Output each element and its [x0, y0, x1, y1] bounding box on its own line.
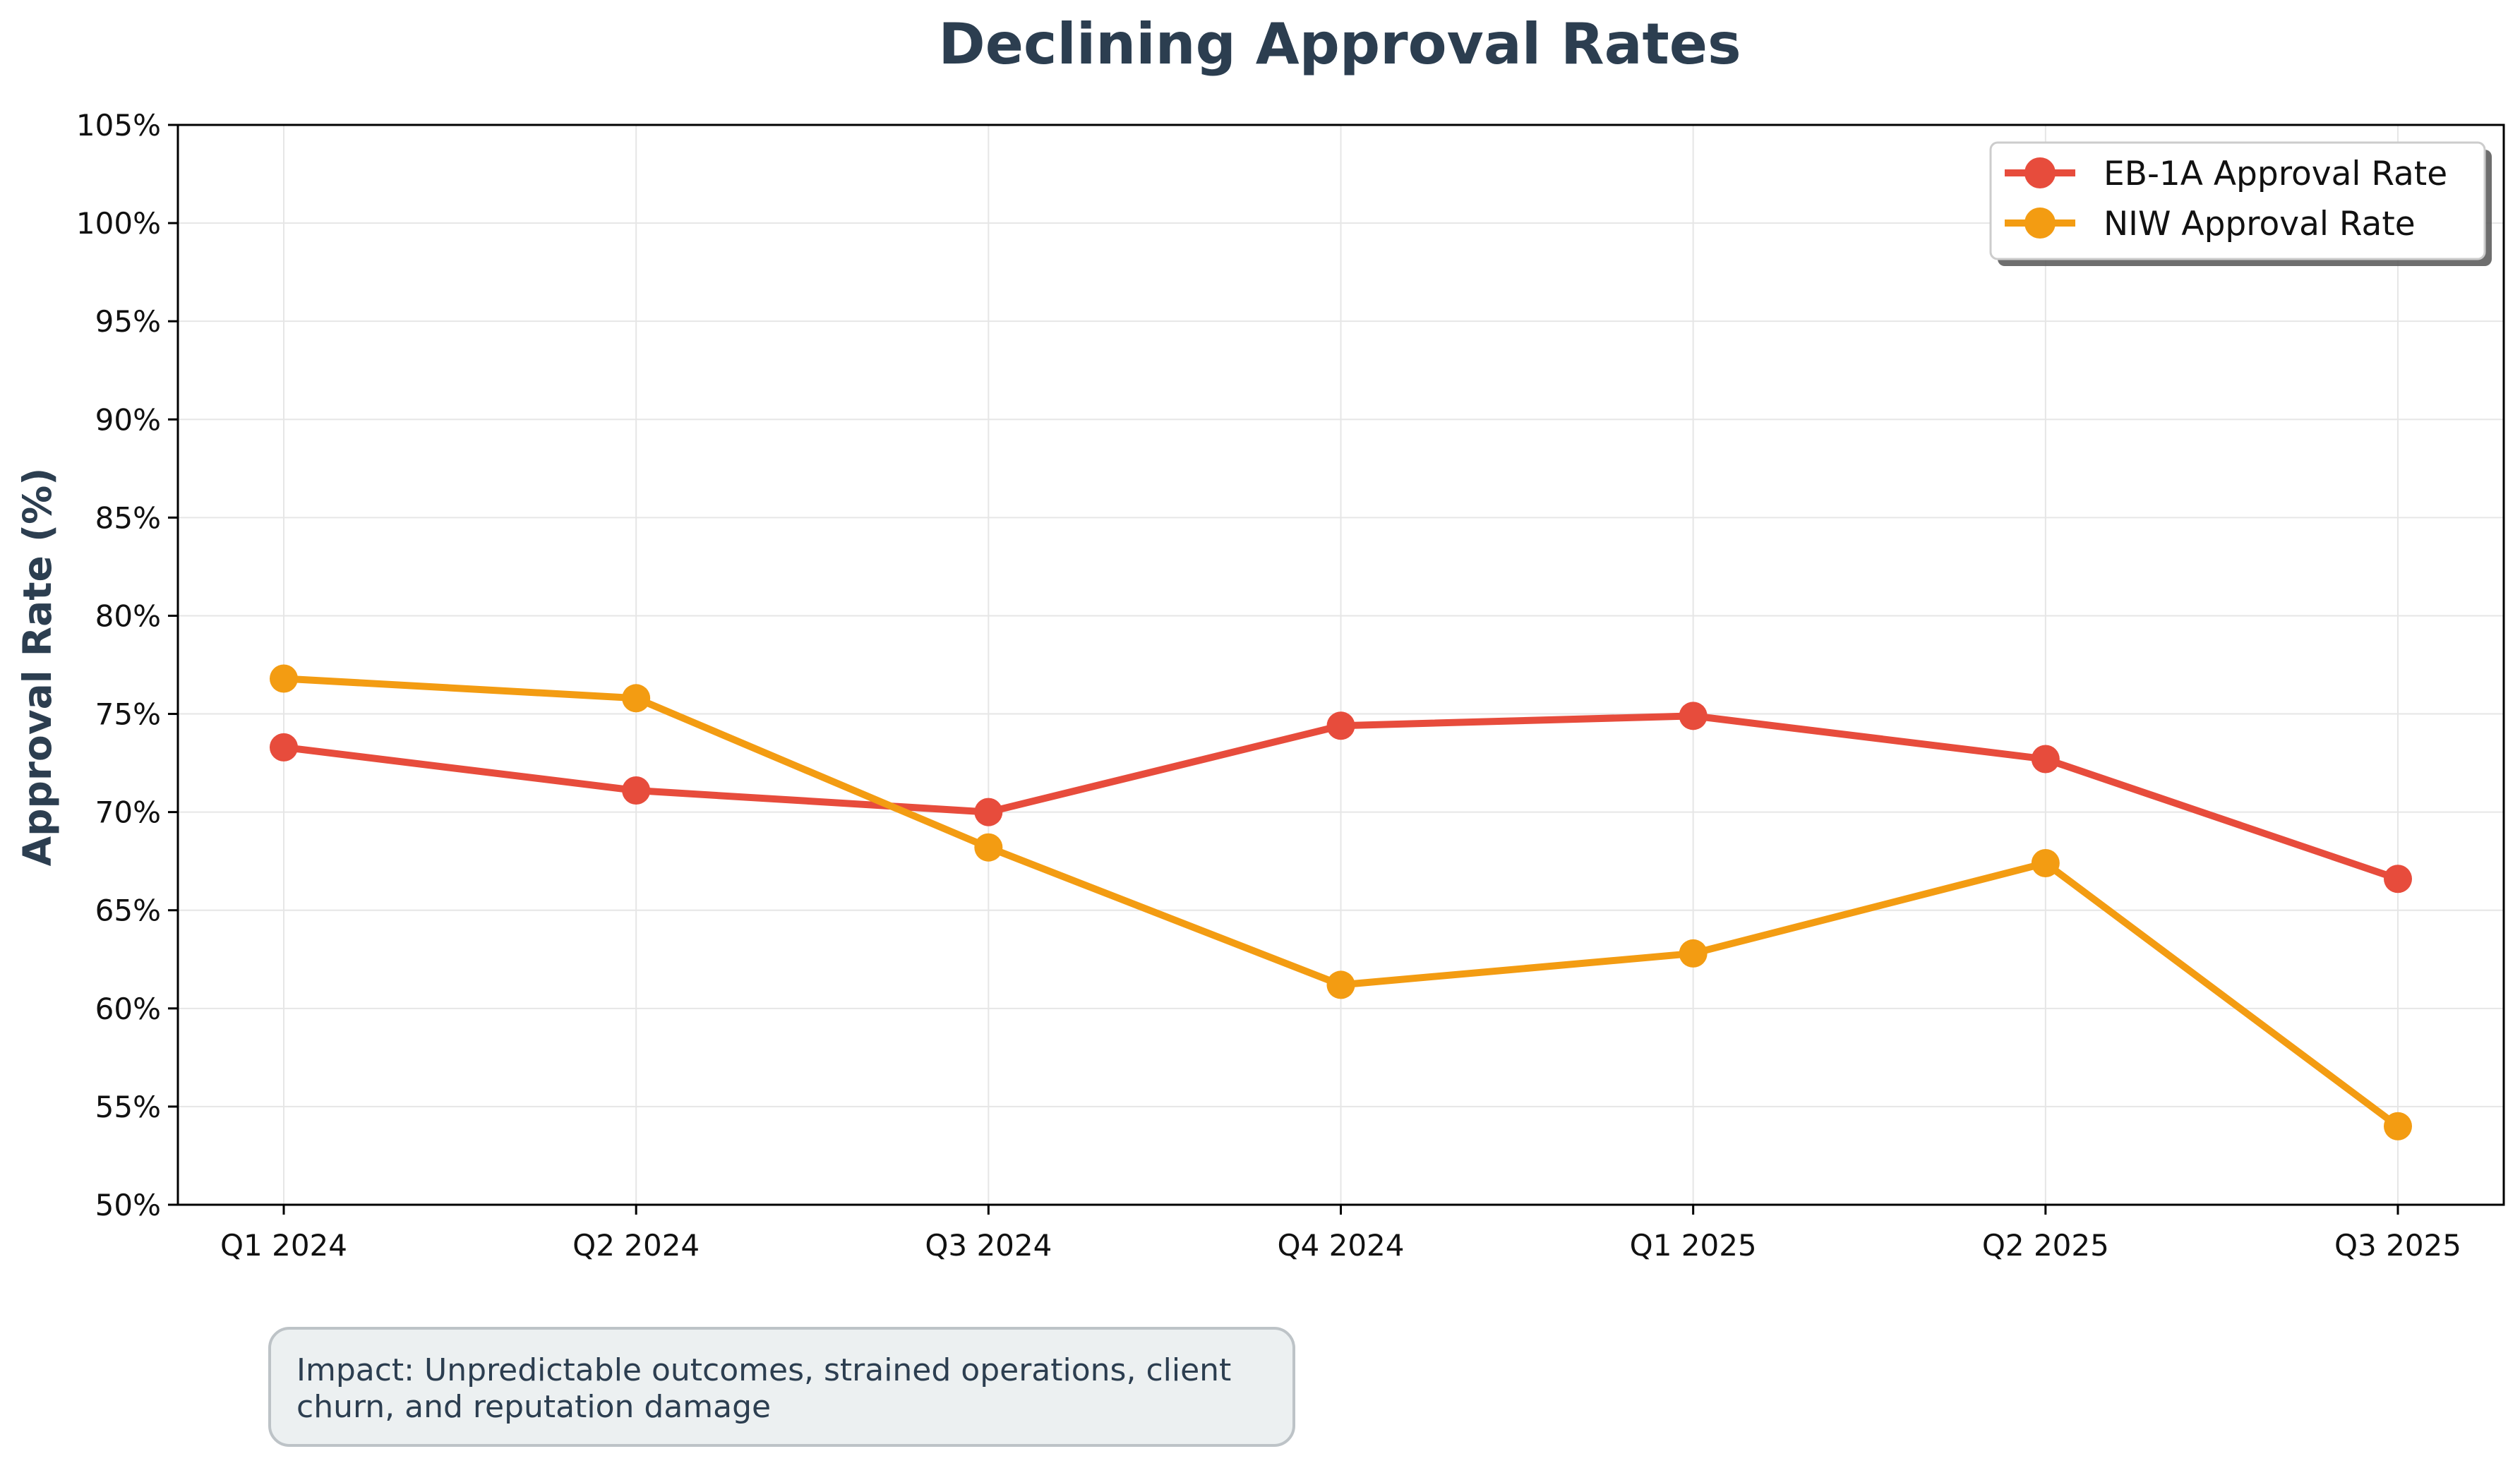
chart-title: Declining Approval Rates	[938, 11, 1741, 77]
y-tick-label: 95%	[95, 304, 161, 339]
x-tick-label: Q1 2025	[1630, 1228, 1757, 1263]
data-point-0-0	[270, 733, 298, 762]
impact-annotation: Impact: Unpredictable outcomes, strained…	[268, 1327, 1295, 1447]
data-point-1-5	[2031, 848, 2060, 877]
y-tick-label: 80%	[95, 598, 161, 633]
impact-text-line-1: Impact: Unpredictable outcomes, strained…	[296, 1352, 1232, 1388]
legend-marker-eb1a	[2024, 157, 2056, 188]
legend-marker-niw	[2024, 207, 2056, 239]
x-tick-label: Q2 2024	[572, 1228, 700, 1263]
data-point-0-2	[974, 798, 1003, 826]
y-tick-label: 70%	[95, 795, 161, 830]
y-tick-label: 85%	[95, 500, 161, 535]
grid-lines	[178, 124, 2504, 1205]
data-point-1-1	[622, 684, 651, 713]
data-point-0-3	[1326, 711, 1355, 740]
data-point-0-6	[2384, 865, 2412, 894]
data-point-1-4	[1679, 939, 1708, 968]
y-tick-label: 55%	[95, 1090, 161, 1124]
y-axis: 50% 55% 60% 65% 70% 75% 80% 85% 90% 95% 100% 105%	[76, 108, 178, 1222]
x-tick-label: Q4 2024	[1277, 1228, 1404, 1263]
y-tick-label: 90%	[95, 402, 161, 437]
impact-text-line-2: churn, and reputation damage	[296, 1389, 772, 1425]
series-group	[270, 664, 2412, 1141]
y-axis-label: Approval Rate (%)	[15, 468, 60, 867]
x-tick-label: Q3 2025	[2334, 1228, 2461, 1263]
x-tick-label: Q3 2024	[925, 1228, 1052, 1263]
legend-label-eb1a: EB-1A Approval Rate	[2104, 155, 2447, 193]
x-tick-label: Q2 2025	[1982, 1228, 2109, 1263]
data-point-0-1	[622, 776, 651, 805]
y-tick-label: 50%	[95, 1188, 161, 1222]
legend-label-niw: NIW Approval Rate	[2104, 205, 2416, 243]
y-tick-label: 105%	[76, 108, 161, 143]
y-tick-label: 100%	[76, 206, 161, 241]
y-tick-label: 75%	[95, 697, 161, 732]
data-point-0-4	[1679, 702, 1708, 730]
y-tick-label: 65%	[95, 894, 161, 928]
data-point-1-0	[270, 664, 298, 693]
y-tick-label: 60%	[95, 992, 161, 1026]
data-point-1-2	[974, 833, 1003, 862]
data-point-0-5	[2031, 745, 2060, 774]
data-point-1-6	[2384, 1112, 2412, 1141]
legend: EB-1A Approval Rate NIW Approval Rate	[1989, 141, 2492, 266]
x-axis: Q1 2024 Q2 2024 Q3 2024 Q4 2024 Q1 2025 Q2 20…	[220, 1205, 2461, 1263]
data-point-1-3	[1326, 970, 1355, 999]
legend-box	[1989, 141, 2486, 260]
x-tick-label: Q1 2024	[220, 1228, 347, 1263]
